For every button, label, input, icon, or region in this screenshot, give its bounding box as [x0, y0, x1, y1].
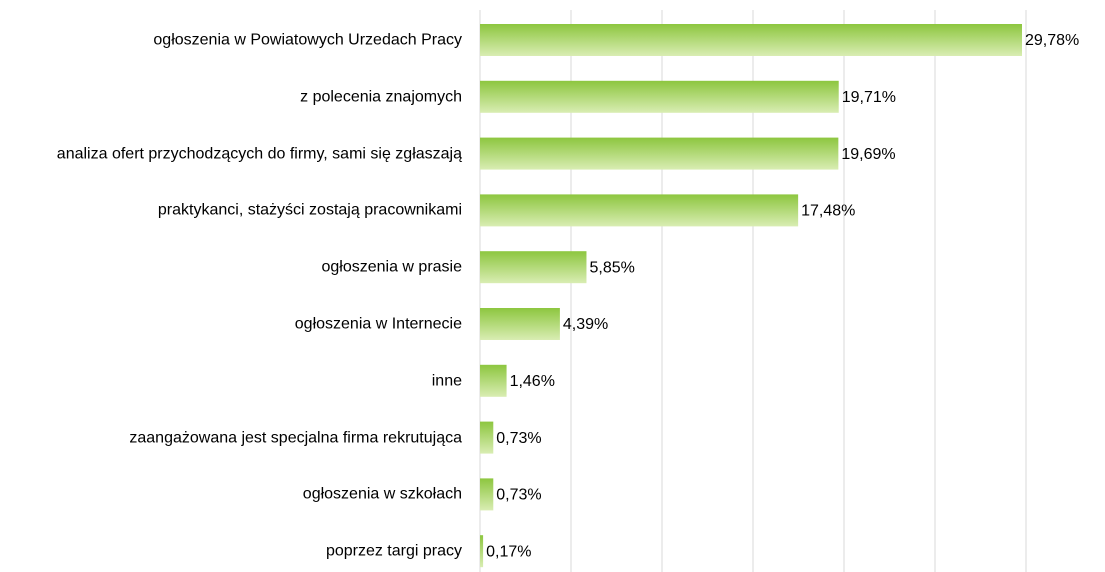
value-label: 29,78%: [1025, 32, 1079, 49]
category-label: praktykanci, stażyści zostają pracownika…: [157, 201, 462, 219]
bar: [480, 194, 799, 227]
value-label: 0,73%: [496, 487, 541, 504]
value-label: 0,17%: [486, 543, 531, 560]
value-label: 1,46%: [510, 373, 555, 390]
bar: [480, 80, 839, 113]
value-label: 4,39%: [563, 316, 608, 333]
bar: [480, 24, 1022, 56]
category-label: poprzez targi pracy: [325, 542, 462, 560]
category-label: ogłoszenia w szkołach: [302, 485, 462, 503]
bar: [480, 251, 587, 284]
value-label: 0,73%: [496, 430, 541, 447]
category-label: z polecenia znajomych: [300, 88, 462, 106]
value-label: 5,85%: [589, 259, 634, 276]
value-label: 19,71%: [842, 89, 896, 106]
category-label: ogłoszenia w Internecie: [294, 315, 462, 333]
bar: [480, 478, 494, 511]
bar: [480, 364, 507, 397]
category-label: zaangażowana jest specjalna firma rekrut…: [129, 429, 462, 447]
bar: [480, 421, 494, 454]
category-label: inne: [431, 372, 462, 390]
bar: [480, 308, 560, 340]
value-label: 19,69%: [841, 146, 895, 163]
category-label: analiza ofert przychodzących do firmy, s…: [56, 145, 462, 163]
bar: [480, 137, 839, 170]
category-label: ogłoszenia w Powiatowych Urzedach Pracy: [153, 31, 462, 49]
value-label: 17,48%: [801, 203, 855, 220]
bar: [480, 535, 484, 568]
category-label: ogłoszenia w prasie: [321, 258, 462, 276]
